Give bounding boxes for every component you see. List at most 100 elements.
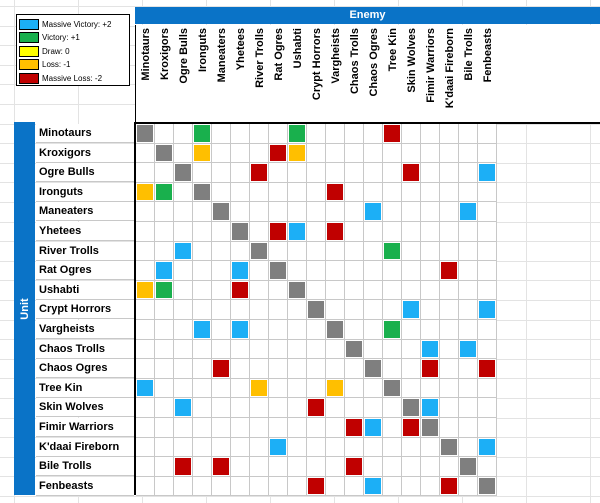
matrix-cell[interactable]: [155, 241, 174, 262]
matrix-cell[interactable]: [174, 359, 193, 379]
matrix-cell[interactable]: [364, 163, 383, 183]
matrix-cell[interactable]: [459, 476, 478, 497]
matrix-cell[interactable]: [478, 124, 497, 144]
matrix-cell[interactable]: [440, 163, 459, 183]
matrix-cell[interactable]: [269, 339, 288, 360]
matrix-cell[interactable]: [307, 241, 326, 262]
matrix-cell[interactable]: [193, 359, 212, 379]
matrix-cell[interactable]: [288, 418, 307, 438]
matrix-cell[interactable]: [174, 124, 193, 144]
matrix-cell[interactable]: [174, 261, 193, 281]
matrix-cell[interactable]: [478, 241, 497, 262]
matrix-cell[interactable]: [383, 300, 402, 320]
matrix-cell[interactable]: [402, 163, 421, 183]
row-header[interactable]: Kroxigors: [36, 143, 134, 163]
column-header[interactable]: Tree Kin: [383, 25, 402, 121]
matrix-cell[interactable]: [421, 280, 440, 301]
matrix-cell[interactable]: [364, 320, 383, 340]
matrix-cell[interactable]: [364, 359, 383, 379]
matrix-cell[interactable]: [421, 437, 440, 458]
matrix-cell[interactable]: [193, 339, 212, 360]
matrix-cell[interactable]: [402, 143, 421, 164]
matrix-cell[interactable]: [269, 300, 288, 320]
matrix-cell[interactable]: [269, 398, 288, 418]
matrix-cell[interactable]: [269, 320, 288, 340]
matrix-cell[interactable]: [326, 398, 345, 418]
matrix-cell[interactable]: [326, 280, 345, 301]
matrix-cell[interactable]: [136, 437, 155, 458]
matrix-cell[interactable]: [231, 163, 250, 183]
matrix-cell[interactable]: [402, 418, 421, 438]
matrix-cell[interactable]: [212, 418, 231, 438]
matrix-cell[interactable]: [250, 457, 269, 477]
matrix-cell[interactable]: [440, 359, 459, 379]
matrix-cell[interactable]: [288, 437, 307, 458]
matrix-cell[interactable]: [136, 476, 155, 497]
matrix-cell[interactable]: [136, 418, 155, 438]
matrix-cell[interactable]: [440, 437, 459, 458]
matrix-cell[interactable]: [212, 437, 231, 458]
matrix-cell[interactable]: [155, 143, 174, 164]
matrix-cell[interactable]: [478, 300, 497, 320]
matrix-cell[interactable]: [478, 437, 497, 458]
matrix-cell[interactable]: [212, 300, 231, 320]
matrix-cell[interactable]: [345, 359, 364, 379]
matrix-cell[interactable]: [174, 320, 193, 340]
matrix-cell[interactable]: [345, 320, 364, 340]
matrix-cell[interactable]: [364, 457, 383, 477]
matrix-cell[interactable]: [288, 222, 307, 242]
row-header[interactable]: Ogre Bulls: [36, 163, 134, 183]
matrix-cell[interactable]: [345, 163, 364, 183]
matrix-cell[interactable]: [421, 418, 440, 438]
matrix-cell[interactable]: [212, 320, 231, 340]
matrix-cell[interactable]: [155, 222, 174, 242]
matrix-cell[interactable]: [364, 202, 383, 222]
row-header[interactable]: Fenbeasts: [36, 476, 134, 496]
matrix-cell[interactable]: [193, 300, 212, 320]
matrix-cell[interactable]: [231, 182, 250, 203]
matrix-cell[interactable]: [478, 202, 497, 222]
matrix-cell[interactable]: [364, 437, 383, 458]
matrix-cell[interactable]: [326, 457, 345, 477]
matrix-cell[interactable]: [288, 241, 307, 262]
matrix-cell[interactable]: [231, 143, 250, 164]
matrix-cell[interactable]: [459, 163, 478, 183]
column-header[interactable]: Yhetees: [231, 25, 250, 121]
matrix-cell[interactable]: [155, 476, 174, 497]
matrix-cell[interactable]: [364, 261, 383, 281]
matrix-cell[interactable]: [383, 202, 402, 222]
matrix-cell[interactable]: [326, 418, 345, 438]
matrix-cell[interactable]: [364, 182, 383, 203]
matrix-cell[interactable]: [478, 418, 497, 438]
matrix-cell[interactable]: [402, 261, 421, 281]
matrix-cell[interactable]: [402, 222, 421, 242]
matrix-cell[interactable]: [459, 261, 478, 281]
matrix-cell[interactable]: [250, 418, 269, 438]
matrix-cell[interactable]: [364, 300, 383, 320]
matrix-cell[interactable]: [383, 378, 402, 399]
matrix-cell[interactable]: [459, 202, 478, 222]
column-header[interactable]: Chaos Ogres: [364, 25, 383, 121]
matrix-cell[interactable]: [250, 476, 269, 497]
matrix-cell[interactable]: [421, 163, 440, 183]
matrix-cell[interactable]: [212, 241, 231, 262]
matrix-cell[interactable]: [231, 241, 250, 262]
matrix-cell[interactable]: [136, 202, 155, 222]
matrix-cell[interactable]: [326, 261, 345, 281]
matrix-cell[interactable]: [269, 222, 288, 242]
matrix-cell[interactable]: [174, 339, 193, 360]
matrix-cell[interactable]: [136, 163, 155, 183]
matrix-cell[interactable]: [478, 182, 497, 203]
matrix-cell[interactable]: [364, 476, 383, 497]
matrix-cell[interactable]: [307, 476, 326, 497]
matrix-cell[interactable]: [269, 261, 288, 281]
matrix-cell[interactable]: [478, 222, 497, 242]
column-header[interactable]: Bile Trolls: [459, 25, 478, 121]
matrix-cell[interactable]: [212, 124, 231, 144]
matrix-cell[interactable]: [288, 163, 307, 183]
matrix-cell[interactable]: [212, 339, 231, 360]
column-header[interactable]: Rat Ogres: [269, 25, 288, 121]
matrix-cell[interactable]: [155, 398, 174, 418]
matrix-cell[interactable]: [345, 476, 364, 497]
matrix-cell[interactable]: [174, 398, 193, 418]
